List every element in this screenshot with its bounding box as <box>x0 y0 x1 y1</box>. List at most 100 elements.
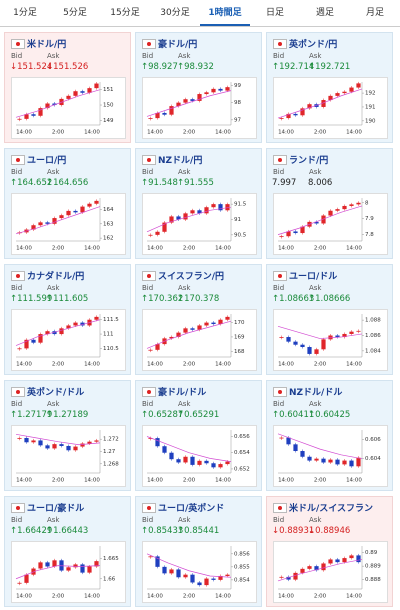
candle-body <box>335 459 340 465</box>
y-tick-label: 170 <box>234 320 245 326</box>
candle-body <box>204 207 209 214</box>
candle-body <box>356 555 361 563</box>
candle-body <box>24 437 29 443</box>
flag-icon <box>11 155 25 165</box>
tab[interactable]: 5分足 <box>63 8 87 18</box>
pair-name: NZドル/円 <box>158 156 203 166</box>
x-tick-label: 14:00 <box>16 130 32 136</box>
rate-card[interactable]: 米ドル/円 Bid Ask ↓151.524 ↓151.526 151 150 149 14:0… <box>4 32 131 143</box>
tab[interactable]: 週足 <box>315 8 334 18</box>
rate-card[interactable]: 英ポンド/円 Bid Ask ↑192.714 ↑192.721 192 191 190 14:… <box>266 32 393 143</box>
bid-label: Bid <box>142 284 154 292</box>
pair-name: 豪ドル/ドル <box>158 388 207 398</box>
candle-body <box>300 568 305 573</box>
candle-body <box>38 108 43 116</box>
x-tick-label: 14:00 <box>147 478 163 484</box>
y-tick-label: 1.665 <box>103 556 119 562</box>
mini-chart: 91.5 91 90.5 14:00 2:00 14:00 <box>142 193 257 255</box>
y-tick-label: 0.606 <box>365 437 381 443</box>
x-tick-label: 14:00 <box>278 594 294 600</box>
x-tick-label: 2:00 <box>52 246 65 252</box>
y-tick-label: 111 <box>103 332 114 338</box>
y-tick-label: 110.5 <box>103 346 119 352</box>
tab[interactable]: 30分足 <box>160 8 190 18</box>
y-tick-label: 0.654 <box>234 450 250 456</box>
ask-value: ↑1.08666 <box>308 294 351 304</box>
candle-body <box>328 559 333 564</box>
x-tick-label: 14:00 <box>346 478 362 484</box>
moving-average <box>277 205 363 235</box>
candle-body <box>218 204 223 211</box>
x-tick-label: 14:00 <box>278 478 294 484</box>
candle-body <box>148 556 153 558</box>
pair-name: 英ポンド/ドル <box>27 388 85 398</box>
rate-card[interactable]: 豪ドル/ドル Bid Ask ↑0.65287 ↑0.65291 0.656 0.654 0.… <box>135 380 262 491</box>
rate-card[interactable]: NZドル/円 Bid Ask ↑91.548 ↑91.555 91.5 91 90.5 14:0… <box>135 148 262 259</box>
ask-value: 8.006 <box>308 178 333 188</box>
rate-card[interactable]: 英ポンド/ドル Bid Ask ↑1.27179 ↑1.27189 1.272 1.27 1.… <box>4 380 131 491</box>
candle-body <box>293 444 298 452</box>
candle-body <box>169 216 174 223</box>
rate-card[interactable]: カナダドル/円 Bid Ask ↑111.599 ↑111.605 111.5 111 110… <box>4 264 131 375</box>
candle-body <box>94 83 99 89</box>
rate-card[interactable]: ユーロ/英ポンド Bid Ask ↑0.85433 ↑0.85441 0.856 0.855… <box>135 496 262 607</box>
x-tick-label: 14:00 <box>346 594 362 600</box>
x-tick-label: 2:00 <box>314 362 327 368</box>
tab[interactable]: 日足 <box>265 8 284 18</box>
y-tick-label: 7.9 <box>365 216 374 222</box>
candle-body <box>300 451 305 457</box>
pair-name: カナダドル/円 <box>27 272 85 282</box>
x-tick-label: 14:00 <box>84 594 100 600</box>
x-tick-label: 14:00 <box>346 362 362 368</box>
rate-card[interactable]: スイスフラン/円 Bid Ask ↑170.362 ↑170.378 170 169 168 1… <box>135 264 262 375</box>
candle-body <box>59 444 64 446</box>
bid-label: Bid <box>11 284 23 292</box>
candle-body <box>169 336 174 339</box>
y-tick-label: 0.604 <box>365 456 381 462</box>
rate-card[interactable]: ユーロ/円 Bid Ask ↑164.652 ↑164.656 164 163 162 14:0… <box>4 148 131 259</box>
candle-body <box>349 555 354 559</box>
candle-body <box>162 222 167 232</box>
tab[interactable]: 1時間足 <box>200 0 250 26</box>
tab[interactable]: 1分足 <box>13 8 37 18</box>
ask-value: ↑98.932 <box>177 62 214 72</box>
rate-card[interactable]: ランド/円 Bid Ask 7.997 8.006 8 7.9 7.8 14:00 2:00 14:… <box>266 148 393 259</box>
rate-card[interactable]: ユーロ/ドル Bid Ask ↑1.08663 ↑1.08666 1.088 1.086 1.… <box>266 264 393 375</box>
candle-body <box>300 226 305 234</box>
candle-body <box>73 446 78 451</box>
moving-average <box>15 89 101 118</box>
candle-body <box>197 94 202 101</box>
ask-value: ↑91.555 <box>177 178 214 188</box>
candle-body <box>80 206 85 213</box>
x-tick-label: 2:00 <box>314 130 327 136</box>
bid-label: Bid <box>142 516 154 524</box>
bid-value: ↑170.362 <box>141 294 184 304</box>
x-tick-label: 2:00 <box>183 478 196 484</box>
candle-body <box>218 319 223 325</box>
bid-value: ↓151.524 <box>10 62 53 72</box>
rate-card[interactable]: ユーロ/豪ドル Bid Ask ↑1.66429 ↑1.66443 1.665 1.66 14… <box>4 496 131 607</box>
rate-card[interactable]: NZドル/ドル Bid Ask ↑0.60411 ↑0.60425 0.606 0.604 1… <box>266 380 393 491</box>
tab[interactable]: 月足 <box>365 8 384 18</box>
candle-body <box>190 574 195 583</box>
ask-label: Ask <box>178 168 191 176</box>
candle-body <box>176 569 181 578</box>
tab[interactable]: 15分足 <box>110 8 140 18</box>
candle-body <box>162 566 167 574</box>
x-tick-label: 14:00 <box>215 130 231 136</box>
pair-name: NZドル/ドル <box>289 388 343 398</box>
pair-name: 米ドル/スイスフラン <box>289 504 374 514</box>
candle-body <box>52 218 57 224</box>
y-tick-label: 8 <box>365 200 369 206</box>
flag-mark <box>278 42 282 46</box>
candle-body <box>204 460 209 464</box>
candle-body <box>31 339 36 343</box>
rate-card[interactable]: 豪ドル/円 Bid Ask ↑98.927 ↑98.932 99 98 97 14:00 2:00… <box>135 32 262 143</box>
mini-chart: 0.856 0.855 0.854 14:00 2:00 14:00 <box>142 541 257 603</box>
flag-mark <box>147 506 151 510</box>
x-tick-label: 14:00 <box>215 362 231 368</box>
ask-label: Ask <box>309 516 322 524</box>
y-tick-label: 90.5 <box>234 232 247 238</box>
rate-card[interactable]: 米ドル/スイスフラン Bid Ask ↓0.88931 ↓0.88946 0.89 0.88… <box>266 496 393 607</box>
